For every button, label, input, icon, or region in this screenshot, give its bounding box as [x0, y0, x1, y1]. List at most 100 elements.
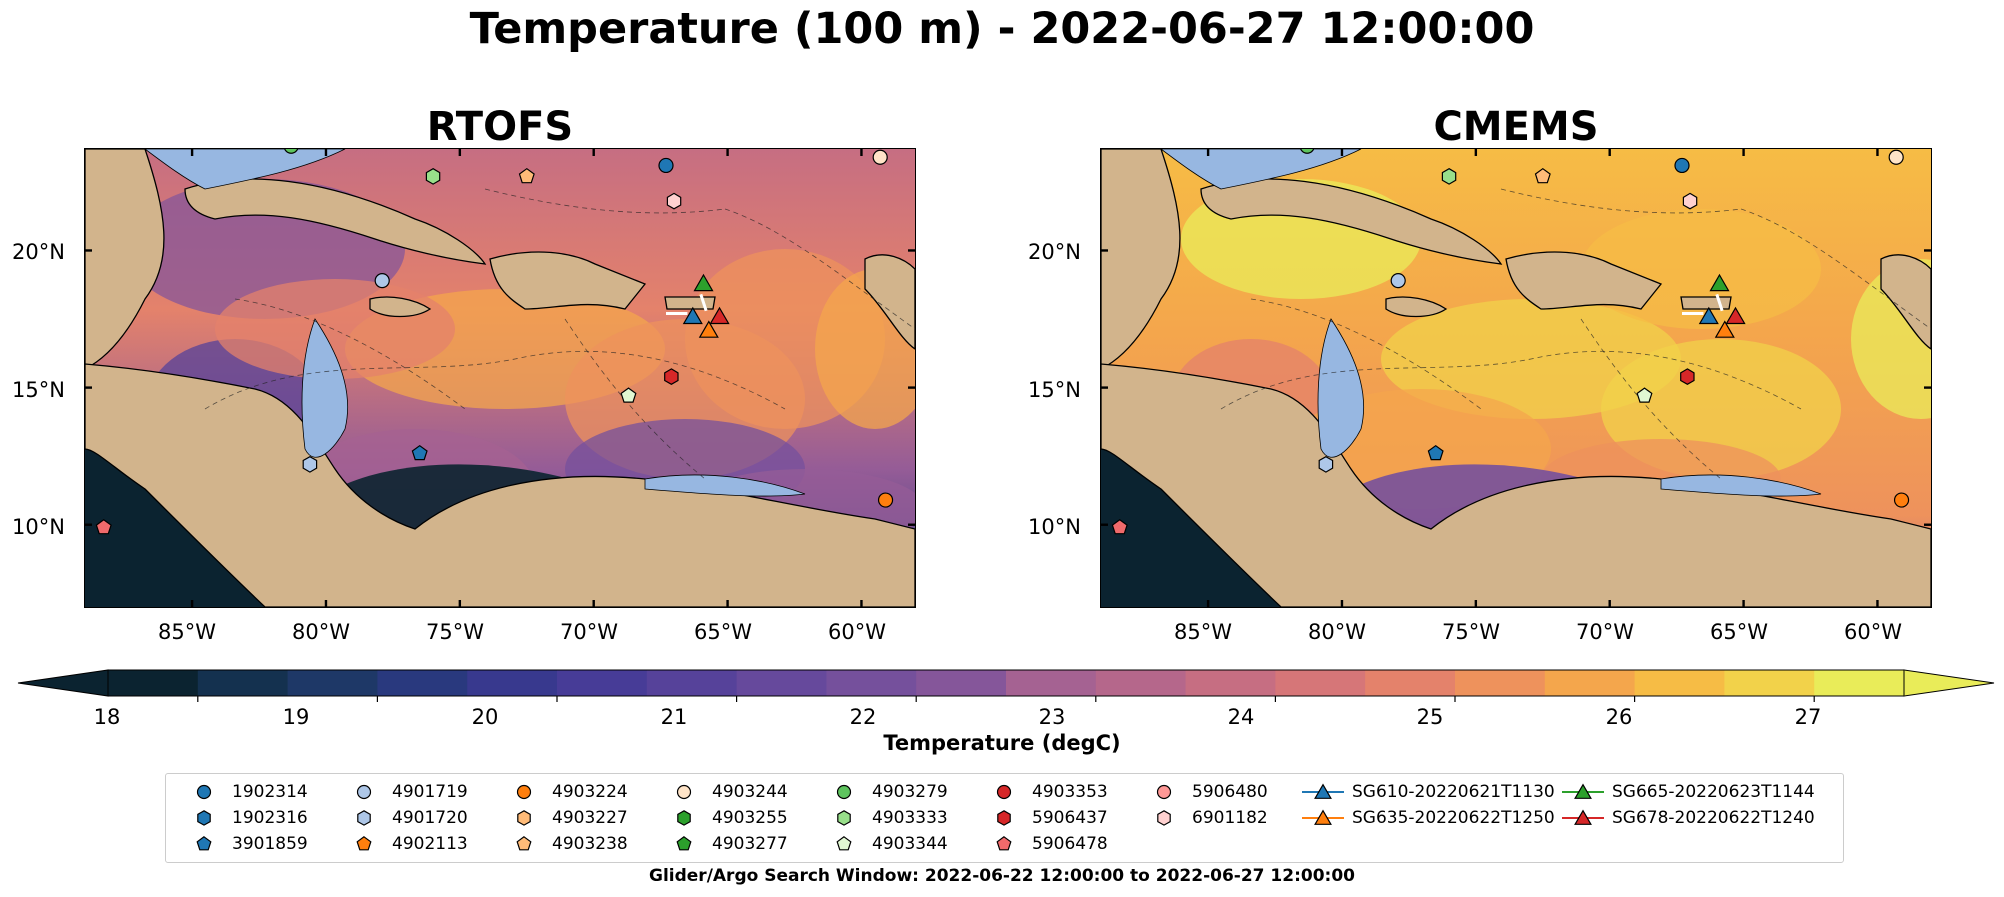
shelf-bahamas	[1160, 149, 1362, 190]
argo-float-4901719	[374, 273, 390, 289]
colorbar-level	[826, 670, 917, 696]
legend-marker-icon	[1562, 809, 1604, 825]
legend-circle-icon	[356, 784, 372, 800]
argo-float-4903224	[877, 492, 894, 508]
legend-marker-icon	[677, 810, 691, 826]
legend-label: 4903244	[712, 782, 788, 802]
legend-label: 3901859	[232, 834, 308, 854]
glider-track	[699, 293, 708, 312]
argo-float-4903333	[1441, 168, 1457, 185]
colorbar-tick-26: 26	[1605, 705, 1633, 729]
argo-float-5906478	[1111, 519, 1128, 535]
legend-circle-icon	[836, 784, 852, 800]
legend-label: 1902314	[232, 782, 308, 802]
land-jamaica	[369, 296, 432, 318]
legend-hexagon-icon	[1157, 810, 1171, 826]
legend-marker-icon	[676, 836, 692, 851]
eez-boundary	[204, 350, 786, 410]
colorbar-level	[377, 670, 468, 696]
colorbar-tick-18: 18	[93, 705, 121, 729]
pacific-ocean	[1101, 439, 1281, 607]
legend-circle-icon	[676, 784, 692, 800]
legend-glider-icon	[1574, 783, 1592, 799]
colorbar-tick-24: 24	[1227, 705, 1255, 729]
land-lesser-antilles-east	[864, 254, 915, 350]
legend-marker-icon	[836, 784, 852, 800]
legend-marker-icon	[516, 784, 532, 800]
glider-SG635-20220622T1250	[698, 320, 719, 338]
legend-hexagon-icon	[357, 810, 371, 826]
legend-label: 4903224	[552, 782, 628, 802]
lon-label-65w-right: 65°W	[1710, 620, 1768, 644]
land-central-south-america	[1101, 363, 1931, 607]
legend-marker-icon	[516, 836, 532, 851]
argo-float-4901719	[1390, 273, 1406, 289]
argo-float-4903333	[425, 168, 441, 185]
colorbar-level	[1006, 670, 1097, 696]
legend-marker-icon	[676, 784, 692, 800]
lat-label-10n-left: 10°N	[12, 515, 65, 539]
eez-boundary	[484, 188, 726, 214]
lon-label-75w-right: 75°W	[1442, 620, 1500, 644]
legend-label: 4901719	[392, 782, 468, 802]
legend-marker-icon	[1157, 810, 1171, 826]
argo-float-3901859	[1427, 444, 1444, 461]
argo-float-1902314	[658, 157, 674, 174]
land-hispaniola	[1505, 251, 1663, 310]
legend-glider-icon	[1314, 809, 1332, 825]
land-puerto-rico	[664, 296, 716, 310]
eez-boundary	[1250, 298, 1482, 410]
glider-SG678-20220622T1240	[1725, 306, 1746, 325]
colorbar-level	[1814, 670, 1905, 696]
colorbar-level	[736, 670, 827, 696]
shelf-venezuela	[1660, 474, 1822, 497]
shelf-nicaragua-rise	[1317, 318, 1365, 458]
colorbar-tick-21: 21	[660, 705, 688, 729]
argo-float-4903238	[1534, 167, 1551, 184]
legend-label: SG678-20220622T1240	[1612, 808, 1815, 828]
legend-circle-icon	[1156, 784, 1172, 800]
shelf-nicaragua-rise	[301, 318, 349, 458]
eez-boundary	[724, 208, 915, 330]
colorbar-level	[557, 670, 648, 696]
legend-pentagon-icon	[996, 836, 1012, 851]
land-jamaica	[1385, 296, 1448, 318]
legend-marker-icon	[1302, 809, 1344, 825]
eez-boundary	[1220, 350, 1802, 410]
colorbar-level	[287, 670, 378, 696]
legend-marker-icon	[357, 810, 371, 826]
argo-float-5906478	[95, 519, 112, 535]
legend-label: SG635-20220622T1250	[1352, 808, 1555, 828]
lon-label-60w-left: 60°W	[828, 620, 886, 644]
legend-hexagon-icon	[677, 810, 691, 826]
legend-marker-icon	[517, 810, 531, 826]
shelf-bahamas	[144, 149, 346, 190]
argo-float-4903279	[1300, 149, 1315, 154]
legend-pentagon-icon	[836, 836, 852, 851]
legend-label: 4903333	[872, 808, 948, 828]
lat-label-15n-right: 15°N	[1028, 378, 1081, 402]
argo-float-4903344	[1636, 387, 1653, 403]
colorbar-tick-25: 25	[1416, 705, 1444, 729]
colorbar-level	[916, 670, 1007, 696]
argo-float-4903238	[518, 167, 535, 184]
legend-label: 4901720	[392, 808, 468, 828]
legend-label: 4903227	[552, 808, 628, 828]
eez-boundary	[234, 298, 466, 410]
legend-circle-icon	[516, 784, 532, 800]
land-puerto-rico	[1680, 296, 1732, 310]
colorbar-tick-19: 19	[282, 705, 310, 729]
lon-label-85w-right: 85°W	[1174, 620, 1232, 644]
shelf-venezuela	[644, 474, 806, 497]
legend-marker-icon	[1302, 783, 1344, 799]
legend-label: 4903279	[872, 782, 948, 802]
legend-pentagon-icon	[356, 836, 372, 851]
legend-label: 5906480	[1192, 782, 1268, 802]
argo-float-1902314	[1674, 157, 1690, 174]
legend-marker-icon	[837, 810, 851, 826]
colorbar	[17, 669, 1995, 702]
argo-float-4901720	[1318, 456, 1334, 473]
legend-glider-icon	[1574, 809, 1592, 825]
colorbar-level	[108, 670, 199, 696]
land-lesser-antilles-east	[1880, 254, 1931, 350]
